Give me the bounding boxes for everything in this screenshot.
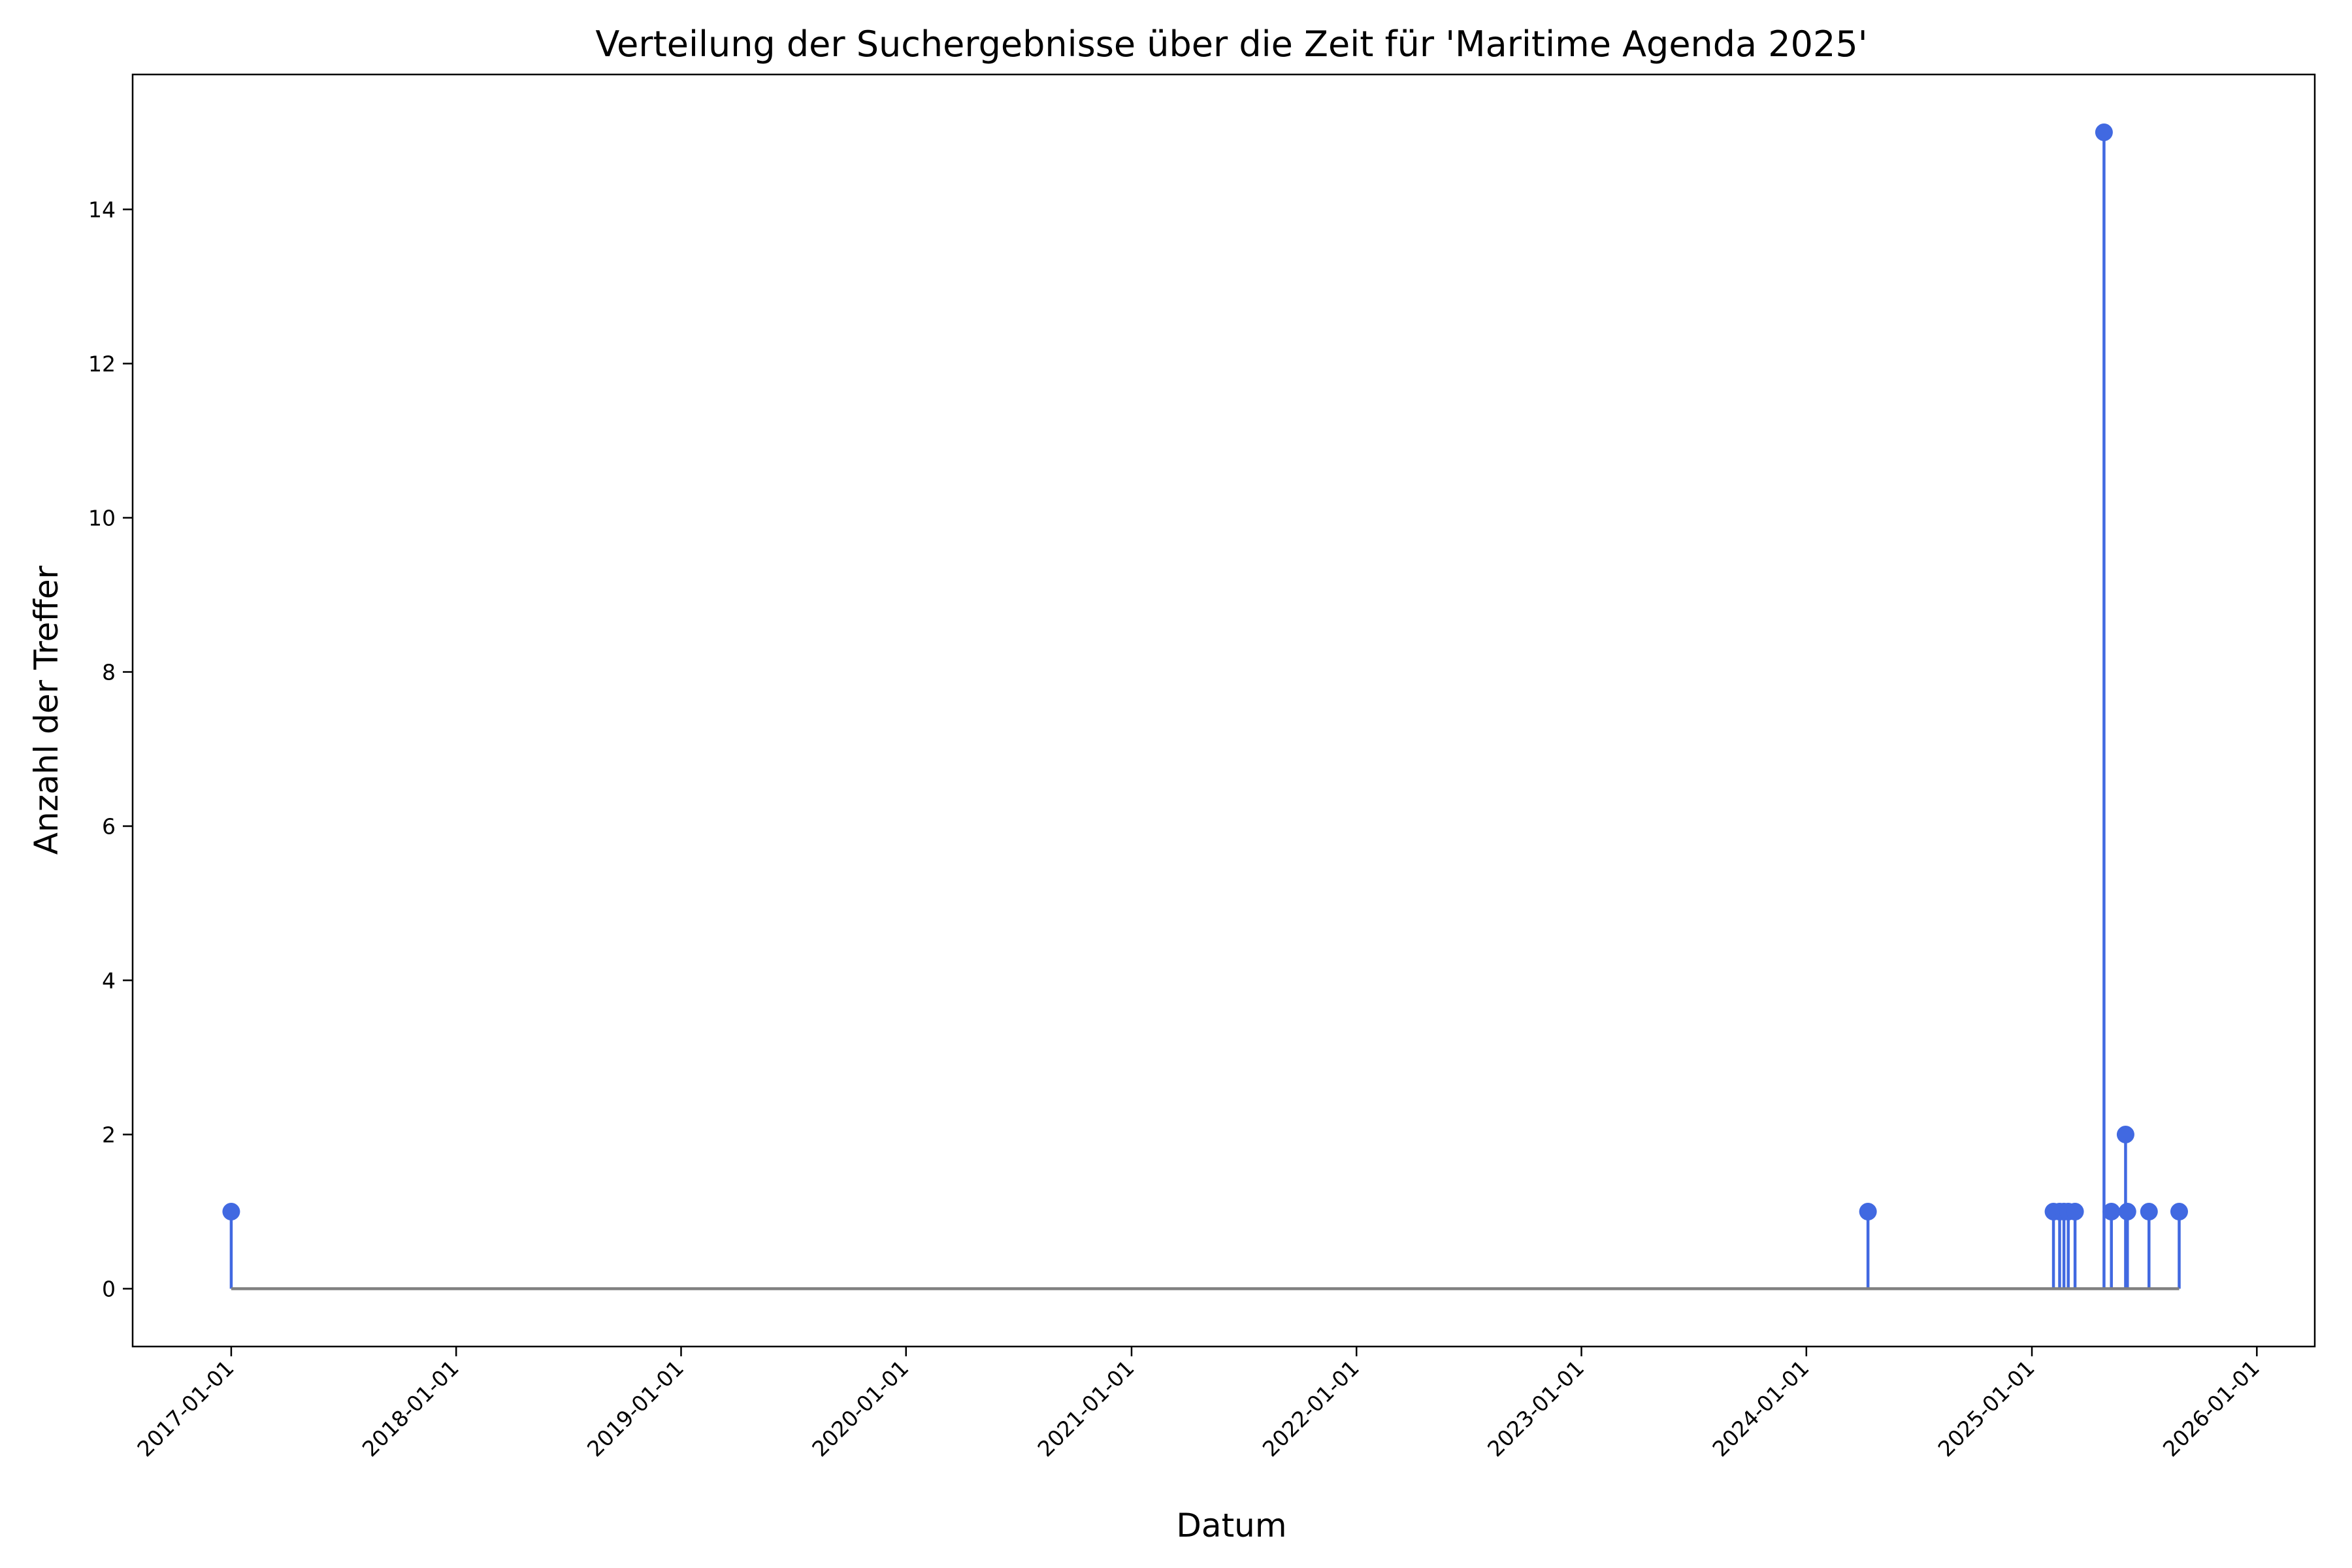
y-tick-label-7: 14 (88, 197, 116, 223)
x-axis: 2017-01-01 2018-01-01 2019-01-01 2020-01-01… (132, 1347, 2264, 1462)
stem-marker-9 (2116, 1126, 2134, 1143)
plot-area (222, 123, 2188, 1290)
stem-marker-6 (2066, 1203, 2084, 1220)
stem-marker-7 (2095, 123, 2113, 141)
x-axis-title: Datum (1176, 1507, 1286, 1544)
x-tick-label-9: 2026-01-01 (2158, 1355, 2264, 1462)
y-axis: 0 2 4 6 8 10 12 14 (88, 197, 133, 1302)
plot-frame (131, 73, 2316, 1348)
stem-marker-8 (2102, 1203, 2121, 1220)
x-tick-label-7: 2024-01-01 (1707, 1355, 1814, 1462)
chart-title: Verteilung der Suchergebnisse über die Z… (595, 24, 1867, 65)
y-tick-label-0: 0 (102, 1277, 116, 1302)
x-tick-label-8: 2025-01-01 (1933, 1355, 2040, 1462)
y-tick-label-2: 4 (102, 968, 116, 994)
stem-marker-10 (2118, 1203, 2136, 1220)
y-tick-label-1: 2 (102, 1122, 116, 1148)
x-tick-label-4: 2021-01-01 (1032, 1355, 1139, 1462)
stem-marker-11 (2140, 1203, 2158, 1220)
x-tick-label-6: 2023-01-01 (1482, 1355, 1589, 1462)
x-tick-label-3: 2020-01-01 (807, 1355, 913, 1462)
y-tick-label-3: 6 (102, 814, 116, 840)
x-tick-label-1: 2018-01-01 (357, 1355, 464, 1462)
stem-marker-12 (2170, 1203, 2188, 1220)
stem-marker-0 (222, 1203, 240, 1220)
x-tick-label-5: 2022-01-01 (1258, 1355, 1364, 1462)
y-axis-title: Anzahl der Treffer (27, 565, 65, 855)
y-tick-label-5: 10 (88, 506, 116, 531)
x-tick-label-0: 2017-01-01 (132, 1355, 238, 1462)
y-tick-label-6: 12 (88, 351, 116, 377)
y-tick-label-4: 8 (102, 660, 116, 685)
x-tick-label-2: 2019-01-01 (582, 1355, 689, 1462)
stem-marker-1 (1859, 1203, 1877, 1220)
